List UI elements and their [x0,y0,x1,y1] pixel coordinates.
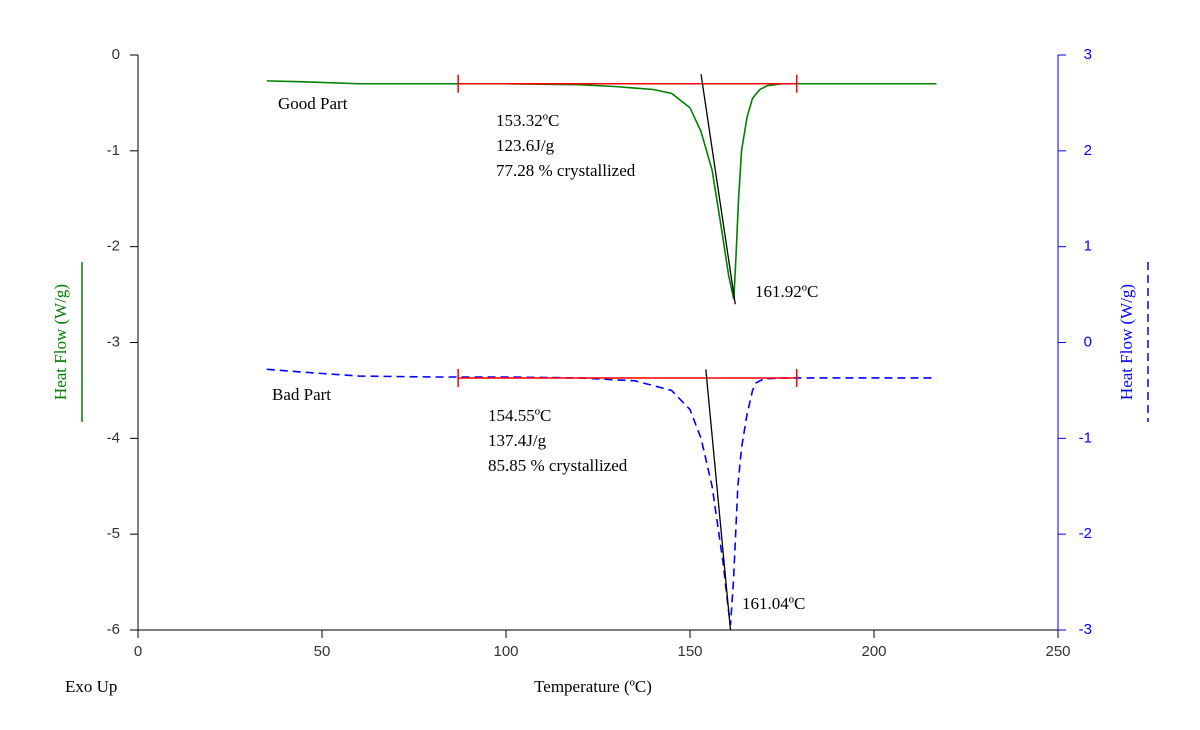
x-axis-label: Temperature (ºC) [534,677,652,696]
annotation: 154.55ºC [488,406,551,425]
y-tick-label: 0 [112,46,120,63]
series-line [266,368,937,626]
annotation: 85.85 % crystallized [488,456,628,475]
x-tick-label: 250 [1045,643,1070,660]
x-tick-label: 50 [314,643,331,660]
series-label: Bad Part [272,385,331,404]
tangent-line [705,369,732,631]
series-label: Good Part [278,94,348,113]
y-axis-label: Heat Flow (W/g) [51,284,70,400]
y2-tick-label: 0 [1084,333,1092,350]
y2-tick-label: 3 [1084,46,1092,63]
annotation: 137.4J/g [488,431,547,450]
y2-axis-label: Heat Flow (W/g) [1117,284,1136,400]
y-tick-label: -6 [107,621,120,638]
y-tick-label: -4 [107,429,120,446]
y-tick-label: -2 [107,238,120,255]
y2-tick-label: 1 [1084,238,1092,255]
x-tick-label: 200 [861,643,886,660]
x-tick-label: 0 [134,643,142,660]
annotation: 161.04ºC [742,594,805,613]
x-tick-label: 100 [493,643,518,660]
annotation: 77.28 % crystallized [496,161,636,180]
y-tick-label: -5 [107,525,120,542]
y2-tick-label: -1 [1079,429,1092,446]
annotation: 153.32ºC [496,111,559,130]
x-tick-label: 150 [677,643,702,660]
y2-tick-label: 2 [1084,142,1092,159]
tangent-line [700,74,736,305]
corner-note: Exo Up [65,677,117,696]
series-line [266,80,937,300]
y-tick-label: -3 [107,333,120,350]
annotation: 123.6J/g [496,136,555,155]
y2-tick-label: -3 [1079,621,1092,638]
annotation: 161.92ºC [755,282,818,301]
y2-tick-label: -2 [1079,525,1092,542]
y-tick-label: -1 [107,142,120,159]
